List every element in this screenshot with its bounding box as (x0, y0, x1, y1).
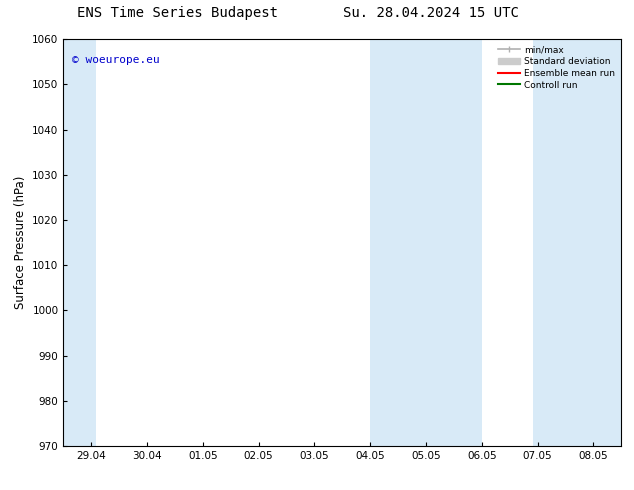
Bar (63, 39, 96, 446)
Bar (533, 39, 621, 446)
Legend: min/max, Standard deviation, Ensemble mean run, Controll run: min/max, Standard deviation, Ensemble me… (496, 44, 617, 92)
Y-axis label: Surface Pressure (hPa): Surface Pressure (hPa) (14, 176, 27, 309)
Text: © woeurope.eu: © woeurope.eu (72, 55, 160, 66)
Bar (370, 39, 482, 446)
Text: ENS Time Series Budapest: ENS Time Series Budapest (77, 5, 278, 20)
Text: Su. 28.04.2024 15 UTC: Su. 28.04.2024 15 UTC (343, 5, 519, 20)
